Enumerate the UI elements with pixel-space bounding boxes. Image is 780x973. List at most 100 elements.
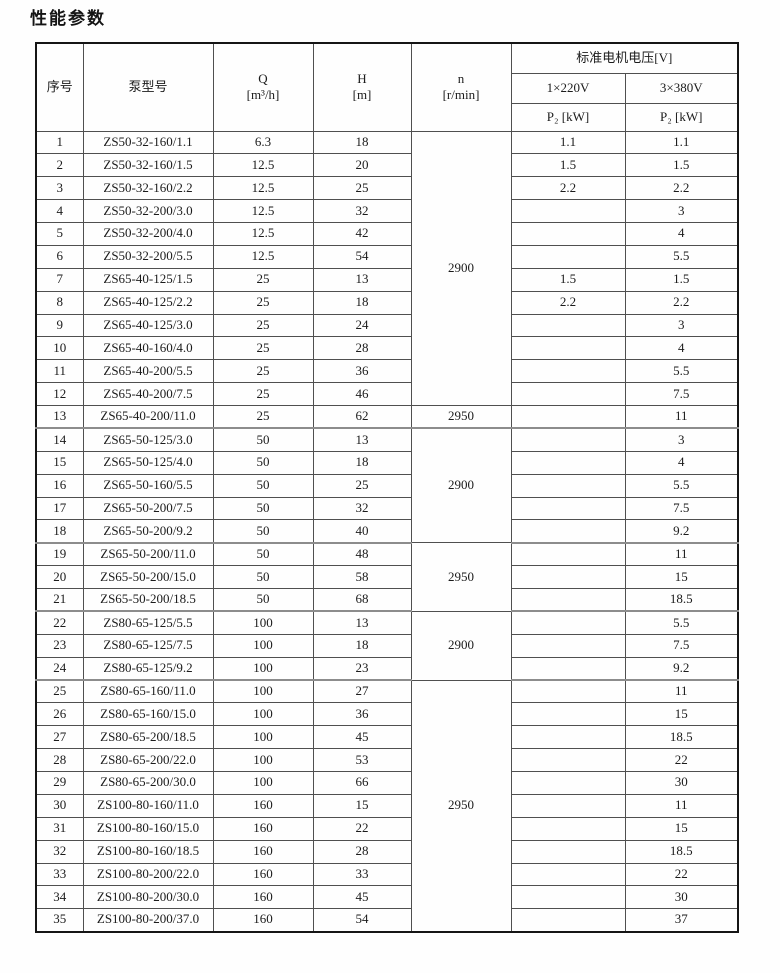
cell-p2-220v bbox=[510, 313, 626, 338]
cell-serial-number: 26 bbox=[35, 702, 84, 727]
cell-p2-220v bbox=[510, 748, 626, 772]
cell-speed-n: 2950 bbox=[410, 542, 512, 612]
cell-p2-220v bbox=[510, 359, 626, 384]
cell-flow-q: 100 bbox=[212, 656, 314, 681]
cell-head-h: 33 bbox=[312, 862, 412, 887]
cell-p2-380v: 15 bbox=[624, 565, 739, 589]
cell-serial-number: 13 bbox=[35, 405, 84, 430]
cell-p2-220v bbox=[510, 793, 626, 818]
header-head-h-symbol: H bbox=[357, 71, 367, 86]
cell-head-h: 32 bbox=[312, 496, 412, 521]
table-row: 23 ZS80-65-125/7.5 100 18 7.5 bbox=[35, 633, 739, 658]
cell-p2-220v bbox=[510, 405, 626, 430]
cell-flow-q: 50 bbox=[212, 496, 314, 521]
cell-head-h: 45 bbox=[312, 885, 412, 910]
cell-flow-q: 160 bbox=[212, 793, 314, 818]
cell-head-h: 25 bbox=[312, 176, 412, 201]
header-head-h-unit: [m] bbox=[352, 87, 372, 103]
cell-flow-q: 50 bbox=[212, 427, 314, 452]
cell-pump-model: ZS100-80-160/11.0 bbox=[82, 793, 214, 818]
cell-p2-380v: 5.5 bbox=[624, 244, 739, 269]
cell-p2-380v: 30 bbox=[624, 885, 739, 910]
cell-head-h: 62 bbox=[312, 405, 412, 430]
cell-p2-380v: 7.5 bbox=[624, 382, 739, 406]
cell-flow-q: 12.5 bbox=[212, 222, 314, 246]
cell-flow-q: 12.5 bbox=[212, 199, 314, 223]
cell-p2-380v: 30 bbox=[624, 771, 739, 795]
cell-pump-model: ZS65-50-125/3.0 bbox=[82, 427, 214, 452]
cell-serial-number: 14 bbox=[35, 427, 84, 452]
cell-serial-number: 20 bbox=[35, 565, 84, 589]
cell-flow-q: 160 bbox=[212, 885, 314, 910]
cell-pump-model: ZS65-40-200/7.5 bbox=[82, 382, 214, 406]
cell-flow-q: 100 bbox=[212, 633, 314, 658]
cell-p2-220v bbox=[510, 199, 626, 223]
cell-head-h: 58 bbox=[312, 565, 412, 589]
table-row: 12 ZS65-40-200/7.5 25 46 7.5 bbox=[35, 382, 739, 406]
cell-head-h: 18 bbox=[312, 450, 412, 475]
table-row: 35 ZS100-80-200/37.0 160 54 37 bbox=[35, 908, 739, 933]
cell-head-h: 22 bbox=[312, 816, 412, 841]
header-flow-q-unit: [m³/h] bbox=[246, 87, 280, 103]
cell-p2-380v: 1.1 bbox=[624, 130, 739, 155]
cell-p2-220v bbox=[510, 610, 626, 635]
cell-speed-n: 2900 bbox=[410, 427, 512, 544]
cell-p2-220v bbox=[510, 427, 626, 452]
cell-flow-q: 160 bbox=[212, 908, 314, 933]
header-p2-380: P₂ [kW] bbox=[624, 102, 739, 132]
cell-pump-model: ZS50-32-160/1.5 bbox=[82, 153, 214, 178]
cell-p2-380v: 7.5 bbox=[624, 633, 739, 658]
cell-pump-model: ZS65-50-200/11.0 bbox=[82, 542, 214, 567]
cell-p2-380v: 5.5 bbox=[624, 610, 739, 635]
cell-serial-number: 21 bbox=[35, 588, 84, 613]
cell-p2-380v: 11 bbox=[624, 793, 739, 818]
header-speed-n-unit: [r/min] bbox=[442, 87, 480, 103]
cell-flow-q: 160 bbox=[212, 862, 314, 887]
cell-p2-380v: 4 bbox=[624, 336, 739, 361]
table-row: 31 ZS100-80-160/15.0 160 22 15 bbox=[35, 816, 739, 841]
cell-head-h: 25 bbox=[312, 473, 412, 498]
table-row: 33 ZS100-80-200/22.0 160 33 22 bbox=[35, 862, 739, 887]
cell-pump-model: ZS100-80-160/15.0 bbox=[82, 816, 214, 841]
cell-head-h: 15 bbox=[312, 793, 412, 818]
cell-p2-220v bbox=[510, 496, 626, 521]
cell-head-h: 24 bbox=[312, 313, 412, 338]
cell-serial-number: 27 bbox=[35, 725, 84, 750]
table-header: 序号 泵型号 Q [m³/h] H [m] n [r/min] 标准电机电压[V… bbox=[35, 42, 739, 132]
cell-flow-q: 100 bbox=[212, 725, 314, 750]
cell-flow-q: 25 bbox=[212, 359, 314, 384]
table-row: 7 ZS65-40-125/1.5 25 13 1.5 1.5 bbox=[35, 267, 739, 292]
cell-flow-q: 12.5 bbox=[212, 153, 314, 178]
cell-p2-380v: 3 bbox=[624, 199, 739, 223]
cell-head-h: 20 bbox=[312, 153, 412, 178]
cell-pump-model: ZS65-50-200/18.5 bbox=[82, 588, 214, 613]
cell-pump-model: ZS65-40-125/1.5 bbox=[82, 267, 214, 292]
header-serial-number: 序号 bbox=[35, 42, 84, 132]
cell-head-h: 46 bbox=[312, 382, 412, 406]
cell-pump-model: ZS50-32-160/1.1 bbox=[82, 130, 214, 155]
cell-serial-number: 6 bbox=[35, 244, 84, 269]
cell-flow-q: 50 bbox=[212, 565, 314, 589]
table-row: 27 ZS80-65-200/18.5 100 45 18.5 bbox=[35, 725, 739, 750]
cell-flow-q: 25 bbox=[212, 382, 314, 406]
table-row: 14 ZS65-50-125/3.0 50 13 2900 3 bbox=[35, 427, 739, 544]
cell-p2-380v: 1.5 bbox=[624, 267, 739, 292]
cell-p2-220v: 1.5 bbox=[510, 153, 626, 178]
cell-flow-q: 25 bbox=[212, 290, 314, 315]
cell-p2-380v: 22 bbox=[624, 862, 739, 887]
cell-serial-number: 16 bbox=[35, 473, 84, 498]
cell-pump-model: ZS80-65-200/22.0 bbox=[82, 748, 214, 772]
cell-p2-220v bbox=[510, 382, 626, 406]
cell-p2-220v bbox=[510, 542, 626, 567]
table-row: 28 ZS80-65-200/22.0 100 53 22 bbox=[35, 748, 739, 772]
cell-flow-q: 100 bbox=[212, 610, 314, 635]
cell-serial-number: 5 bbox=[35, 222, 84, 246]
cell-pump-model: ZS50-32-200/3.0 bbox=[82, 199, 214, 223]
cell-head-h: 18 bbox=[312, 130, 412, 155]
cell-pump-model: ZS65-40-125/3.0 bbox=[82, 313, 214, 338]
cell-p2-380v: 18.5 bbox=[624, 839, 739, 864]
header-p2-220: P₂ [kW] bbox=[510, 102, 626, 132]
cell-head-h: 27 bbox=[312, 679, 412, 704]
cell-serial-number: 31 bbox=[35, 816, 84, 841]
cell-head-h: 54 bbox=[312, 908, 412, 933]
